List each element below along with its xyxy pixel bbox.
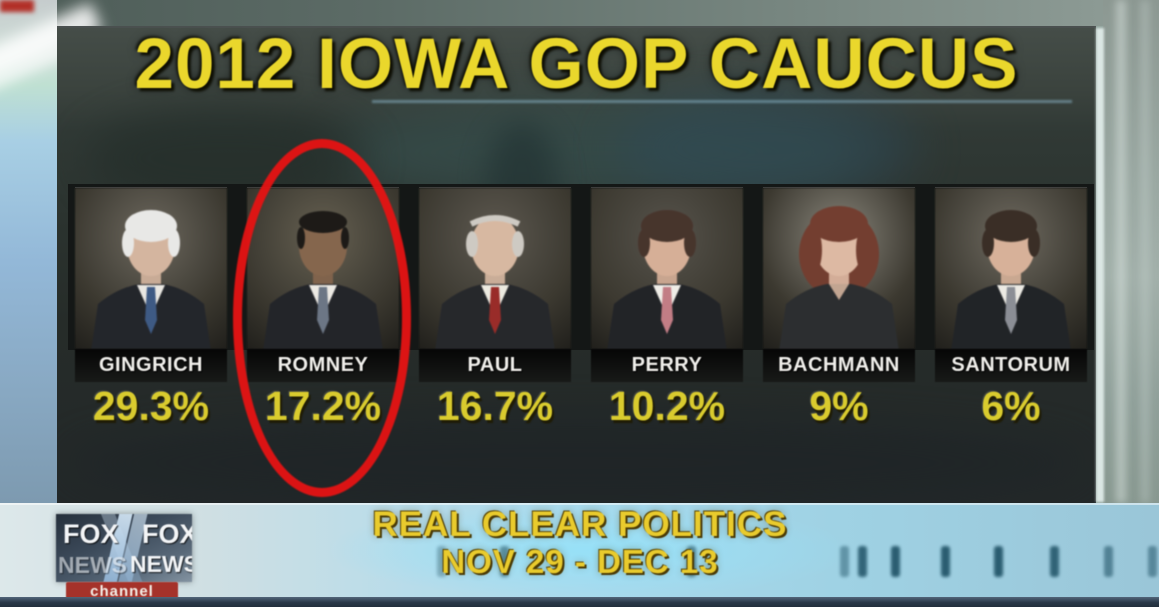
- background-right-margin: [1103, 0, 1159, 503]
- page-title: 2012 IOWA GOP CAUCUS: [134, 25, 1019, 104]
- screen-bottom-edge: [0, 597, 1159, 607]
- candidate-photo: [935, 187, 1087, 349]
- panel-edge-highlight: [1096, 28, 1104, 502]
- ticker-mark: [687, 546, 696, 577]
- fox-wordmark: FOX: [142, 519, 192, 549]
- background-stripe: [1141, 0, 1149, 503]
- panel-texture-blob: [67, 418, 1087, 503]
- ticker-mark: [840, 546, 849, 577]
- poll-source: REAL CLEAR POLITICS NOV 29 - DEC 13: [330, 506, 830, 580]
- candidate-percentage: 10.2%: [608, 383, 726, 429]
- poll-date-range: NOV 29 - DEC 13: [441, 543, 719, 580]
- ticker-mark: [1050, 546, 1059, 577]
- candidate-percentage: 6%: [981, 383, 1041, 429]
- candidate-name: GINGRICH: [75, 349, 227, 382]
- ticker-mark: [941, 546, 950, 577]
- news-wordmark: NEWS: [130, 551, 192, 577]
- ticker-mark: [500, 546, 509, 577]
- candidate-photo: [591, 187, 743, 349]
- poll-source-name: REAL CLEAR POLITICS: [372, 505, 788, 544]
- candidate-photo: [75, 187, 227, 349]
- candidate-photo: [763, 187, 915, 349]
- candidate-percentage: 29.3%: [92, 383, 210, 429]
- title-underline-decor: [372, 100, 1072, 103]
- candidate-name: SANTORUM: [935, 349, 1087, 382]
- candidate-name: BACHMANN: [763, 349, 915, 382]
- background-left-margin: [0, 0, 57, 503]
- ticker-mark: [994, 546, 1003, 577]
- ticker-mark: [437, 546, 446, 577]
- lower-third-glow: [330, 503, 850, 598]
- fox-wordmark: FOX: [63, 519, 119, 549]
- ticker-mark: [1148, 546, 1157, 577]
- news-wordmark: NEWS: [58, 552, 127, 578]
- candidate-name: PAUL: [419, 349, 571, 382]
- romney-circle-annotation: [233, 139, 411, 497]
- fox-news-logo: FOX FOX NEWS NEWS: [56, 514, 192, 582]
- corner-video-artifact: [0, 0, 34, 12]
- candidate-photo: [419, 187, 571, 349]
- candidate-name: PERRY: [591, 349, 743, 382]
- candidate-percentage: 16.7%: [436, 383, 554, 429]
- ticker-mark: [891, 546, 900, 577]
- ticker-mark: [858, 546, 867, 577]
- candidate-percentage: 9%: [809, 383, 869, 429]
- ticker-mark: [1104, 546, 1113, 577]
- background-top-strip: [57, 0, 1103, 26]
- background-stripe: [1116, 0, 1126, 503]
